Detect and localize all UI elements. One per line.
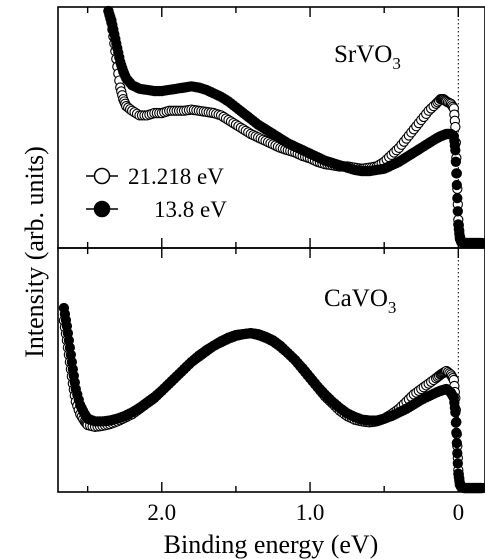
bottom-panel-frame bbox=[57, 247, 485, 493]
data-point-13.8eV bbox=[451, 427, 462, 438]
x-tick-labels: 2.0 1.0 0 bbox=[147, 500, 464, 525]
legend-marker-filled-circle bbox=[93, 200, 111, 218]
top-panel-series bbox=[103, 5, 485, 249]
data-point-13.8eV bbox=[451, 179, 462, 191]
panel-label-bottom: CaVO3 bbox=[324, 285, 396, 317]
axis-ticks bbox=[86, 7, 460, 492]
data-point-13.8eV bbox=[452, 206, 463, 217]
data-point-13.8eV bbox=[450, 156, 461, 167]
bottom-panel-series bbox=[58, 302, 485, 494]
legend-label-21eV: 21.218 eV bbox=[128, 164, 224, 189]
data-point-13.8eV bbox=[450, 407, 461, 418]
data-point-13.8eV bbox=[451, 168, 462, 179]
legend: 21.218 eV 13.8 eV bbox=[86, 164, 227, 222]
x-axis-label: Binding energy (eV) bbox=[164, 530, 379, 559]
data-point-13.8eV bbox=[452, 458, 463, 469]
data-point-13.8eV bbox=[450, 417, 461, 428]
y-axis-label: Intensity (arb. units) bbox=[20, 146, 49, 358]
panel-label-top: SrVO3 bbox=[334, 41, 401, 73]
data-point-13.8eV bbox=[476, 482, 485, 494]
data-point-13.8eV bbox=[451, 437, 462, 449]
data-point-13.8eV bbox=[450, 145, 461, 156]
x-tick-label: 1.0 bbox=[296, 500, 325, 525]
data-point-13.8eV bbox=[452, 448, 463, 459]
x-tick-label: 2.0 bbox=[147, 500, 176, 525]
data-point-13.8eV bbox=[476, 237, 485, 249]
legend-marker-open-circle bbox=[93, 167, 111, 185]
data-point-13.8eV bbox=[452, 192, 463, 204]
legend-label-13eV: 13.8 eV bbox=[154, 197, 227, 222]
x-tick-label: 0 bbox=[453, 500, 465, 525]
